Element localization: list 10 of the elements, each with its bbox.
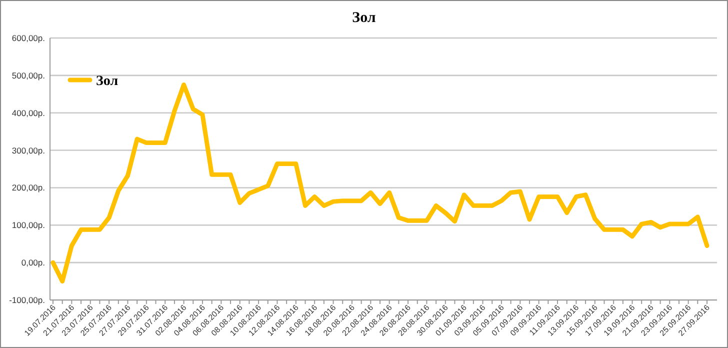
y-tick-label: 100,00р. [12, 220, 45, 230]
y-tick-label: 0,00р. [21, 258, 45, 268]
y-tick-label: 200,00р. [12, 182, 45, 193]
chart-title: Зол [352, 10, 376, 26]
y-tick-label: -100,00р. [9, 295, 45, 305]
y-tick-label: 400,00р. [12, 108, 45, 118]
y-tick-label: 300,00р. [12, 145, 45, 156]
legend-label: Зол [96, 74, 118, 89]
y-tick-label: 600,00р. [12, 33, 45, 43]
y-tick-label: 500,00р. [12, 70, 45, 80]
